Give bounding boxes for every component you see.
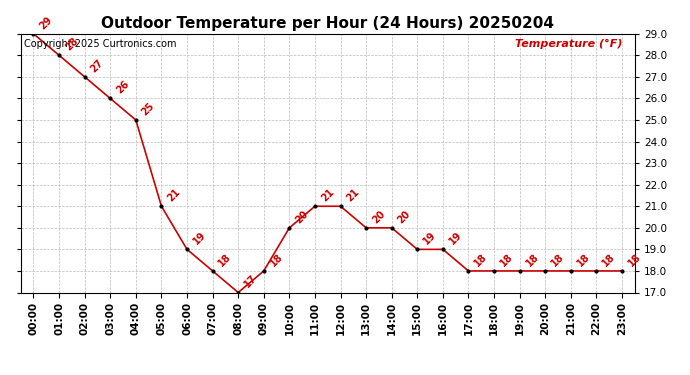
Text: 26: 26 <box>115 79 131 96</box>
Text: 19: 19 <box>422 230 438 247</box>
Text: 18: 18 <box>524 252 540 268</box>
Text: 20: 20 <box>396 209 413 225</box>
Text: Temperature (°F): Temperature (°F) <box>515 39 622 49</box>
Text: 20: 20 <box>293 209 310 225</box>
Text: 18: 18 <box>575 252 592 268</box>
Text: 19: 19 <box>191 230 208 247</box>
Text: Copyright 2025 Curtronics.com: Copyright 2025 Curtronics.com <box>23 39 176 49</box>
Text: 25: 25 <box>140 100 157 117</box>
Title: Outdoor Temperature per Hour (24 Hours) 20250204: Outdoor Temperature per Hour (24 Hours) … <box>101 16 554 31</box>
Text: 18: 18 <box>498 252 515 268</box>
Text: 18: 18 <box>217 252 233 268</box>
Text: 21: 21 <box>166 187 182 204</box>
Text: 18: 18 <box>473 252 489 268</box>
Text: 28: 28 <box>63 36 80 52</box>
Text: 21: 21 <box>319 187 336 204</box>
Text: 27: 27 <box>89 57 106 74</box>
Text: 18: 18 <box>626 252 643 268</box>
Text: 18: 18 <box>600 252 618 268</box>
Text: 17: 17 <box>242 273 259 290</box>
Text: 20: 20 <box>371 209 387 225</box>
Text: 19: 19 <box>447 230 464 247</box>
Text: 18: 18 <box>549 252 566 268</box>
Text: 21: 21 <box>345 187 362 204</box>
Text: 18: 18 <box>268 252 285 268</box>
Text: 29: 29 <box>38 14 55 31</box>
